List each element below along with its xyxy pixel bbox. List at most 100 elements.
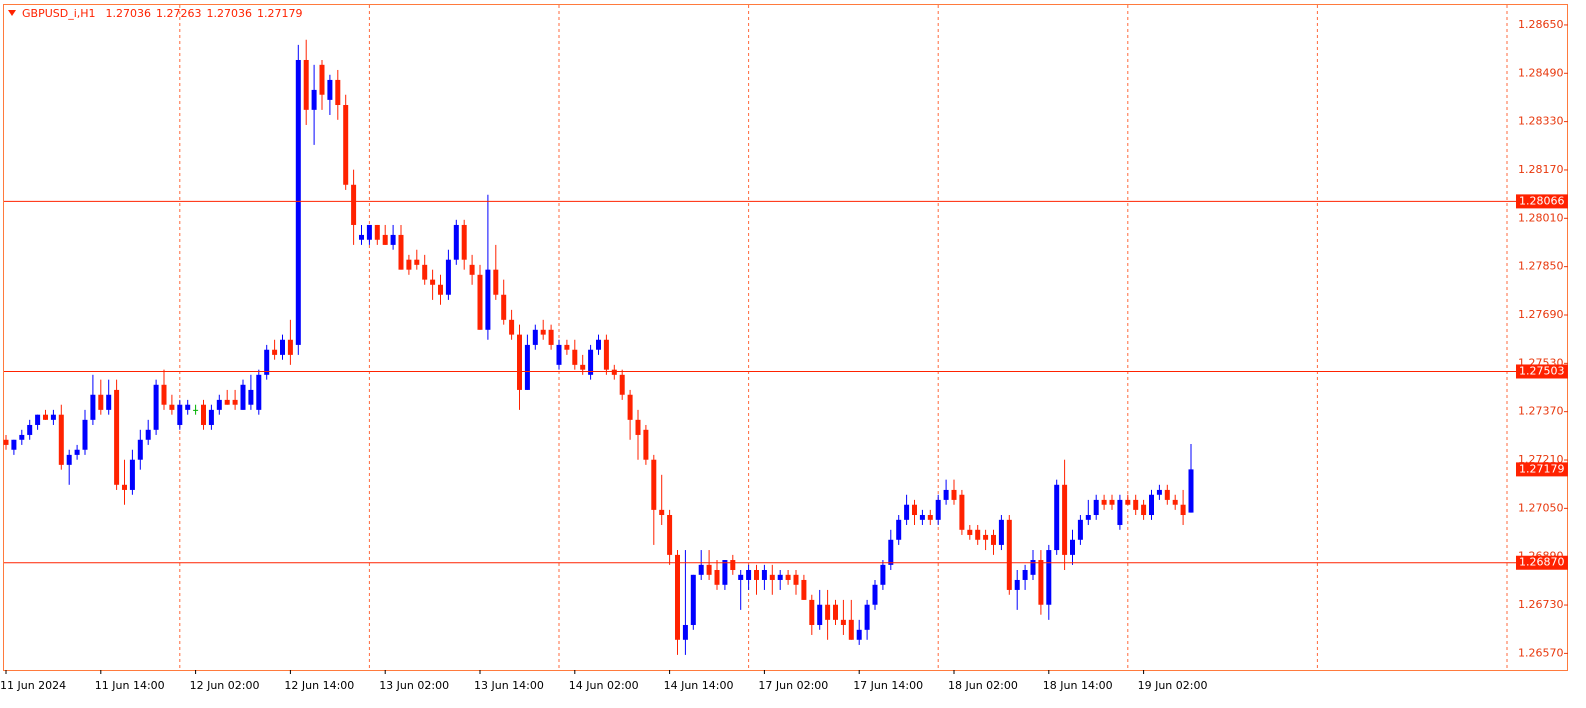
candle-body: [1030, 560, 1036, 575]
candle-body: [248, 389, 254, 405]
candle-body: [611, 369, 617, 375]
candle-body: [122, 484, 127, 490]
candle-body: [374, 224, 380, 240]
candle-body: [264, 349, 270, 375]
y-tick-label: 1.28170: [1518, 163, 1564, 176]
candle-body: [161, 384, 167, 405]
candle-body: [1109, 499, 1115, 505]
y-tick-label: 1.28330: [1518, 115, 1564, 128]
candle-body: [201, 404, 206, 425]
candle-body: [74, 449, 80, 455]
x-tick-label: 17 Jun 14:00: [853, 679, 923, 692]
candle-body: [998, 519, 1004, 545]
high-value: 1.27263: [156, 7, 202, 20]
candle-body: [193, 409, 199, 411]
candle-body: [185, 404, 191, 410]
candle-body: [919, 515, 925, 520]
open-value: 1.27036: [106, 7, 152, 20]
candle-body: [1070, 539, 1075, 555]
chart-frame: [3, 4, 1568, 671]
candle-body: [888, 539, 894, 565]
candle-body: [619, 374, 625, 395]
candle-body: [690, 574, 696, 625]
candle-body: [208, 409, 214, 425]
candle-body: [825, 604, 831, 620]
y-tick-label: 1.28490: [1518, 66, 1564, 79]
candle-body: [90, 394, 96, 420]
candle-body: [524, 344, 530, 390]
candle-body: [485, 269, 491, 330]
candle-body: [1022, 569, 1028, 580]
candle-body: [445, 259, 451, 295]
y-tick-label: 1.28010: [1518, 211, 1564, 224]
close-value: 1.27179: [257, 7, 303, 20]
collapse-arrow[interactable]: [8, 10, 16, 16]
candle-body: [430, 279, 436, 285]
candle-body: [746, 569, 752, 580]
candle-body: [137, 439, 143, 460]
candle-body: [493, 269, 499, 295]
candle-body: [809, 599, 815, 625]
candle-body: [1085, 515, 1091, 520]
candle-body: [256, 374, 262, 410]
candle-body: [1101, 499, 1107, 505]
price-label: 1.27179: [1519, 462, 1565, 475]
y-tick-label: 1.27050: [1518, 501, 1564, 514]
candle-body: [1164, 489, 1170, 500]
candle-body: [153, 384, 159, 430]
candle-body: [311, 89, 317, 110]
candle-body: [588, 349, 594, 375]
candle-body: [1188, 469, 1194, 513]
candle-body: [1141, 504, 1147, 516]
candle-body: [667, 515, 673, 555]
candle-body: [177, 404, 183, 425]
candle-body: [382, 234, 388, 245]
candle-body: [912, 504, 917, 516]
y-tick-label: 1.27690: [1518, 308, 1564, 321]
candle-body: [295, 59, 301, 345]
candle-body: [232, 399, 238, 405]
candle-body: [422, 264, 428, 280]
candle-body: [532, 329, 538, 345]
candle-body: [548, 329, 554, 345]
candle-body: [129, 459, 135, 490]
x-tick-label: 18 Jun 14:00: [1043, 679, 1113, 692]
candle-body: [801, 579, 807, 600]
candle-body: [453, 224, 459, 260]
candle-body: [1093, 499, 1099, 516]
x-tick-label: 18 Jun 02:00: [948, 679, 1018, 692]
candle-body: [722, 560, 728, 585]
candle-body: [359, 234, 364, 240]
candle-body: [224, 399, 230, 405]
level-label: 1.28066: [1519, 194, 1565, 207]
x-tick-label: 14 Jun 14:00: [664, 679, 734, 692]
candle-body: [627, 394, 633, 420]
candle-body: [287, 339, 293, 355]
candle-body: [43, 414, 48, 420]
symbol: GBPUSD_i,H1: [22, 7, 96, 20]
x-tick-label: 11 Jun 14:00: [95, 679, 165, 692]
candle-body: [469, 264, 475, 275]
candle-body: [3, 439, 9, 445]
candle-body: [50, 414, 56, 420]
candle-body: [935, 499, 941, 520]
candle-body: [35, 414, 41, 425]
candle-body: [98, 394, 104, 410]
candle-body: [730, 560, 736, 570]
candle-body: [390, 234, 396, 245]
candle-body: [1180, 504, 1186, 516]
candle-body: [145, 429, 151, 440]
candle-body: [754, 569, 759, 580]
candle-body: [777, 574, 783, 580]
candle-body: [509, 319, 515, 335]
candle-body: [635, 419, 641, 435]
y-tick-label: 1.28650: [1518, 18, 1564, 31]
candle-body: [833, 604, 838, 620]
candle-body: [216, 399, 222, 410]
candle-body: [943, 489, 949, 500]
candle-body: [280, 339, 285, 355]
candle-body: [169, 404, 175, 410]
candle-body: [959, 494, 965, 530]
candle-body: [840, 619, 846, 625]
